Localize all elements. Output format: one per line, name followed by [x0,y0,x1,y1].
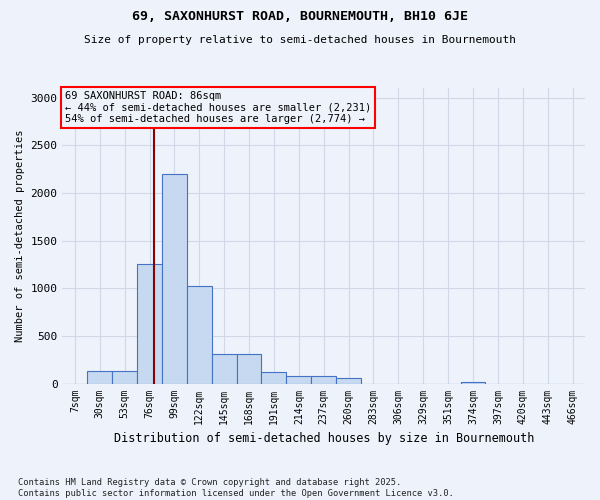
Text: 69 SAXONHURST ROAD: 86sqm
← 44% of semi-detached houses are smaller (2,231)
54% : 69 SAXONHURST ROAD: 86sqm ← 44% of semi-… [65,91,371,124]
Bar [112,371,137,384]
Bar [286,376,311,384]
Text: Contains HM Land Registry data © Crown copyright and database right 2025.
Contai: Contains HM Land Registry data © Crown c… [18,478,454,498]
Text: Size of property relative to semi-detached houses in Bournemouth: Size of property relative to semi-detach… [84,35,516,45]
Bar [137,264,162,384]
Bar [236,354,262,384]
Y-axis label: Number of semi-detached properties: Number of semi-detached properties [15,130,25,342]
Bar [336,378,361,384]
Bar [311,376,336,384]
Bar [187,286,212,384]
Bar [162,174,187,384]
Text: 69, SAXONHURST ROAD, BOURNEMOUTH, BH10 6JE: 69, SAXONHURST ROAD, BOURNEMOUTH, BH10 6… [132,10,468,23]
Bar [461,382,485,384]
Bar [212,354,236,384]
X-axis label: Distribution of semi-detached houses by size in Bournemouth: Distribution of semi-detached houses by … [113,432,534,445]
Bar [88,371,112,384]
Bar [262,372,286,384]
